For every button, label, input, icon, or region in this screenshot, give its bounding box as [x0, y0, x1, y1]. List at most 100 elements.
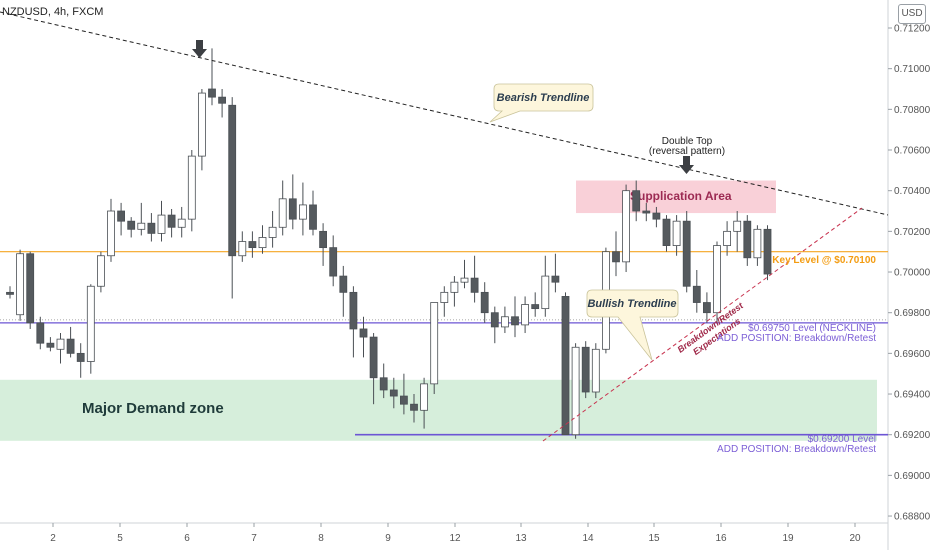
candle-bear: [763, 228, 772, 275]
candle-bear: [511, 316, 519, 326]
x-tick-label: 6: [184, 533, 190, 544]
symbol-label: NZDUSD, 4h, FXCM: [2, 6, 104, 18]
candle-bear: [531, 304, 540, 310]
x-tick-label: 16: [715, 533, 727, 544]
candle-bull: [177, 218, 186, 228]
candle-bull: [238, 241, 247, 257]
double-top-sublabel: (reversal pattern): [649, 146, 725, 157]
candle-bull: [713, 245, 721, 314]
candle-bear: [612, 251, 620, 263]
candle-bull: [733, 220, 742, 232]
x-tick-label: 14: [582, 533, 594, 544]
candle-bear: [319, 230, 328, 249]
x-tick-label: 19: [782, 533, 794, 544]
y-tick-label: 0.70000: [894, 268, 931, 279]
candle-bear: [66, 338, 75, 354]
candle-bear: [359, 328, 368, 338]
neckline-sublabel: ADD POSITION: Breakdown/Retest: [717, 333, 876, 344]
candle-bull: [56, 338, 65, 350]
supply-zone-label: Supplication Area: [630, 189, 732, 203]
y-tick-label: 0.70200: [894, 227, 931, 238]
y-tick-label: 0.71200: [894, 24, 931, 35]
y-tick-label: 0.69400: [894, 390, 931, 401]
x-tick-label: 20: [849, 533, 861, 544]
candle-bear: [703, 302, 711, 314]
support-sublabel: ADD POSITION: Breakdown/Retest: [717, 444, 876, 455]
x-tick-label: 5: [117, 533, 123, 544]
x-tick-label: 7: [251, 533, 257, 544]
candle-bear: [26, 253, 35, 324]
candle-bull: [420, 383, 429, 411]
candle-bear: [652, 212, 661, 220]
candle-bull: [672, 220, 681, 246]
candle-bear: [339, 275, 348, 293]
bullish-trendline: [542, 207, 863, 442]
candle-bull: [430, 302, 439, 385]
candle-bear: [682, 220, 691, 287]
bearish-trendline: [0, 11, 889, 216]
price-axis-ticks: 0.71200 0.71000 0.70800 0.70600 0.70400 0.702…: [888, 24, 931, 523]
candle-bear: [692, 285, 701, 303]
candle-bull: [16, 253, 25, 316]
candle-bull: [500, 316, 509, 328]
candles-group: [6, 48, 772, 439]
x-tick-label: 8: [318, 533, 324, 544]
candle-bear: [117, 210, 125, 222]
candle-bear: [581, 346, 590, 393]
time-axis-ticks: 2 5 6 7 8 9 12 13 14 15 16 19 20: [50, 523, 861, 544]
candle-bull: [86, 285, 95, 362]
candle-bull: [298, 204, 307, 220]
double-top-arrow-1: [192, 40, 207, 58]
x-tick-label: 12: [449, 533, 461, 544]
candle-bull: [157, 214, 166, 234]
y-tick-label: 0.69800: [894, 308, 931, 319]
x-tick-label: 13: [515, 533, 527, 544]
x-tick-label: 2: [50, 533, 56, 544]
candle-bull: [753, 228, 762, 259]
neckline-label: $0.69750 Level (NECKLINE): [748, 323, 876, 334]
candle-bear: [642, 210, 651, 214]
demand-zone-label: Major Demand zone: [82, 400, 224, 417]
y-tick-label: 0.71000: [894, 64, 931, 75]
candle-bear: [329, 247, 338, 277]
y-tick-label: 0.69200: [894, 430, 931, 441]
candle-bull: [268, 226, 277, 238]
double-top-arrow-2: [679, 156, 694, 174]
candle-bull: [521, 304, 529, 326]
candle-bull: [591, 348, 600, 393]
candle-bear: [76, 352, 85, 362]
candle-bear: [167, 214, 176, 228]
candle-bear: [470, 277, 479, 293]
candle-bull: [258, 237, 267, 249]
y-tick-label: 0.70600: [894, 146, 931, 157]
candle-bear: [410, 403, 418, 411]
candle-bull: [97, 255, 105, 287]
x-tick-label: 15: [648, 533, 660, 544]
candle-bear: [389, 389, 398, 397]
candle-bear: [743, 220, 752, 259]
candle-bull: [541, 275, 550, 310]
candle-bull: [187, 155, 196, 220]
y-tick-label: 0.70400: [894, 186, 931, 197]
candle-bull: [460, 277, 469, 283]
y-tick-label: 0.69000: [894, 471, 931, 482]
bullish-callout-text: Bullish Trendline: [587, 298, 676, 310]
candle-bull: [278, 198, 287, 228]
candle-bear: [551, 275, 560, 283]
candle-bear: [248, 241, 257, 249]
candle-bull: [197, 92, 206, 157]
currency-badge[interactable]: USD: [898, 4, 926, 24]
candle-bear: [6, 291, 14, 295]
candle-bull: [450, 281, 459, 293]
candle-bull: [107, 210, 115, 257]
candle-bear: [369, 336, 378, 379]
candle-bear: [379, 377, 388, 391]
candle-bear: [561, 296, 570, 436]
candle-bull: [622, 190, 630, 263]
y-tick-label: 0.69600: [894, 349, 931, 360]
y-tick-label: 0.68800: [894, 512, 931, 523]
candle-bear: [228, 104, 237, 257]
candle-bull: [723, 230, 731, 246]
candle-bull: [440, 291, 449, 303]
